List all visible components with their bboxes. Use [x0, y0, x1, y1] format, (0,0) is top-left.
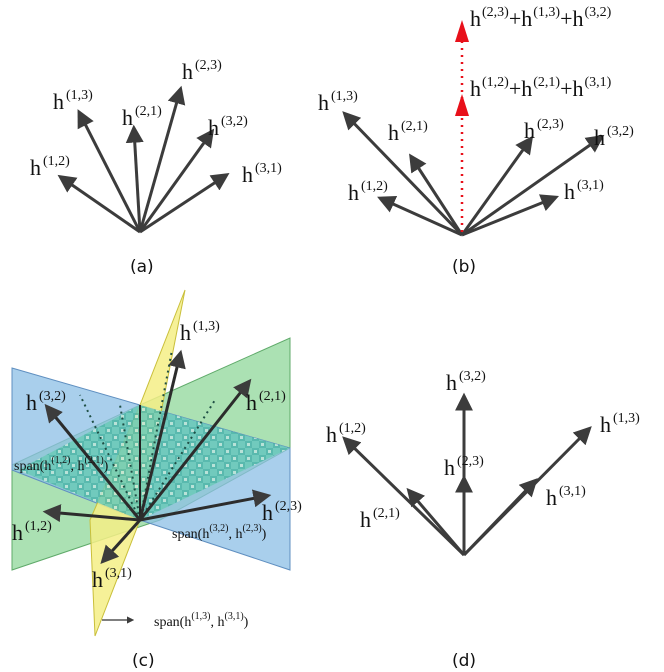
sum-mid-label: h(1,2)+h(2,1)+h(3,1) — [470, 75, 612, 101]
arrow-c-h32 — [44, 403, 142, 521]
panel-d-arrows — [342, 392, 592, 557]
span-blue-left: span(h(1,2), h(2,1)) — [14, 455, 109, 474]
label-b-h12: h (1,2) — [348, 179, 388, 205]
arrow-a-h23 — [138, 85, 186, 233]
panel-c-arrows — [42, 349, 272, 565]
arrow-d-h31 — [462, 478, 538, 557]
caption-b: (b) — [452, 257, 476, 277]
arrow-c-h31 — [100, 518, 142, 565]
arrow-c-h23 — [139, 489, 272, 522]
panel-b-arrows — [342, 111, 605, 237]
label-c-h31: h (3,1) — [92, 566, 132, 592]
arrow-d-h12 — [342, 436, 466, 557]
panel-d: h (3,2) h (1,2) h (1,3) h (2,3) h (2,1) h (3,1… — [326, 369, 640, 671]
arrow-b-h21 — [409, 153, 464, 236]
arrow-a-h31 — [139, 173, 230, 234]
arrow-a-h21 — [125, 124, 144, 233]
panel-a-arrows — [57, 85, 230, 234]
label-b-h23: h (2,3) — [524, 117, 564, 143]
arrow-a-h32 — [138, 128, 215, 233]
caption-c: (c) — [132, 651, 155, 671]
arrow-c-h12 — [42, 504, 141, 523]
label-b-h32: h (3,2) — [594, 124, 634, 150]
label-b-h21: h (2,1) — [388, 119, 428, 145]
arrow-a-h12 — [57, 174, 141, 234]
label-b-h13: h (1,3) — [318, 89, 358, 115]
arrow-c-h13 — [138, 349, 186, 521]
caption-a: (a) — [130, 257, 154, 277]
sum-top-label: h(2,3)+h(1,3)+h(3,2) — [470, 5, 612, 31]
panel-a: h (1,3) h (2,1) h (2,3) h (3,2) h (1,2) h (3,1… — [30, 58, 282, 277]
label-c-h12: h (1,2) — [12, 519, 52, 545]
label-c-h21: h (2,1) — [246, 389, 286, 415]
panel-c-dotted — [79, 349, 216, 521]
arrow-c-h21 — [138, 378, 252, 521]
sum-arrowhead-top — [455, 20, 469, 42]
label-d-h31: h (3,1) — [546, 484, 586, 510]
arrow-b-h23 — [460, 135, 534, 236]
arrow-b-h31 — [461, 194, 560, 237]
label-a-h12: h (1,2) — [30, 154, 70, 180]
arrow-b-h13 — [342, 111, 464, 237]
label-b-h31: h (3,1) — [564, 178, 604, 204]
span-blue-right: span(h(3,2), h(2,3)) — [172, 523, 267, 542]
label-c-h23: h (2,3) — [262, 499, 302, 525]
label-d-h32: h (3,2) — [446, 369, 486, 395]
panel-b: h(2,3)+h(1,3)+h(3,2) h(1,2)+h(2,1)+h(3,1… — [318, 5, 634, 277]
caption-d: (d) — [452, 651, 476, 671]
label-d-h21: h (2,1) — [360, 506, 400, 532]
label-d-h13: h (1,3) — [600, 411, 640, 437]
label-a-h31: h (3,1) — [242, 161, 282, 187]
arrow-b-h12 — [377, 195, 463, 237]
panel-c: h (1,3) h (3,2) h (2,1) h (2,3) h (1,2) h (3,1… — [11, 289, 302, 671]
span-yellow: span(h(1,3), h(3,1)) — [154, 611, 249, 630]
arrow-a-h13 — [77, 109, 142, 233]
label-d-h23: h (2,3) — [444, 454, 484, 480]
label-a-h21: h (2,1) — [122, 104, 162, 130]
arrow-d-h21 — [406, 487, 466, 556]
label-a-h13: h (1,3) — [53, 88, 93, 114]
label-a-h23: h (2,3) — [182, 58, 222, 84]
label-d-h12: h (1,2) — [326, 421, 366, 447]
label-c-h13: h (1,3) — [180, 319, 220, 345]
label-a-h32: h (3,2) — [208, 114, 248, 140]
label-c-h32: h (3,2) — [26, 389, 66, 415]
arrow-b-h32 — [461, 134, 605, 237]
sum-arrowhead-mid — [455, 94, 469, 116]
